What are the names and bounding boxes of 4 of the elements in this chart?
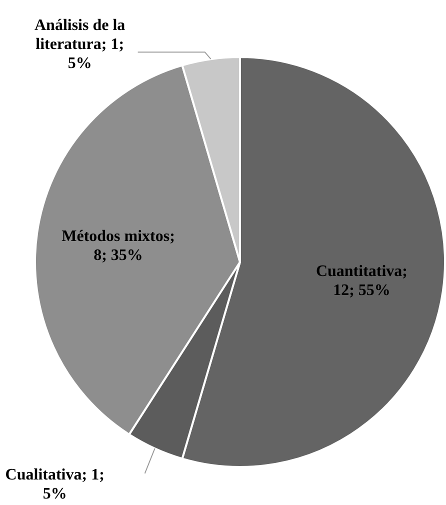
slice-label: Cualitativa; 1; 5% — [5, 466, 104, 502]
slice-label: Métodos mixtos; 8; 35% — [62, 228, 175, 264]
slice-label: Análisis de la literatura; 1; 5% — [34, 17, 126, 72]
slice-label: Cuantitativa; 12; 55% — [316, 263, 408, 300]
